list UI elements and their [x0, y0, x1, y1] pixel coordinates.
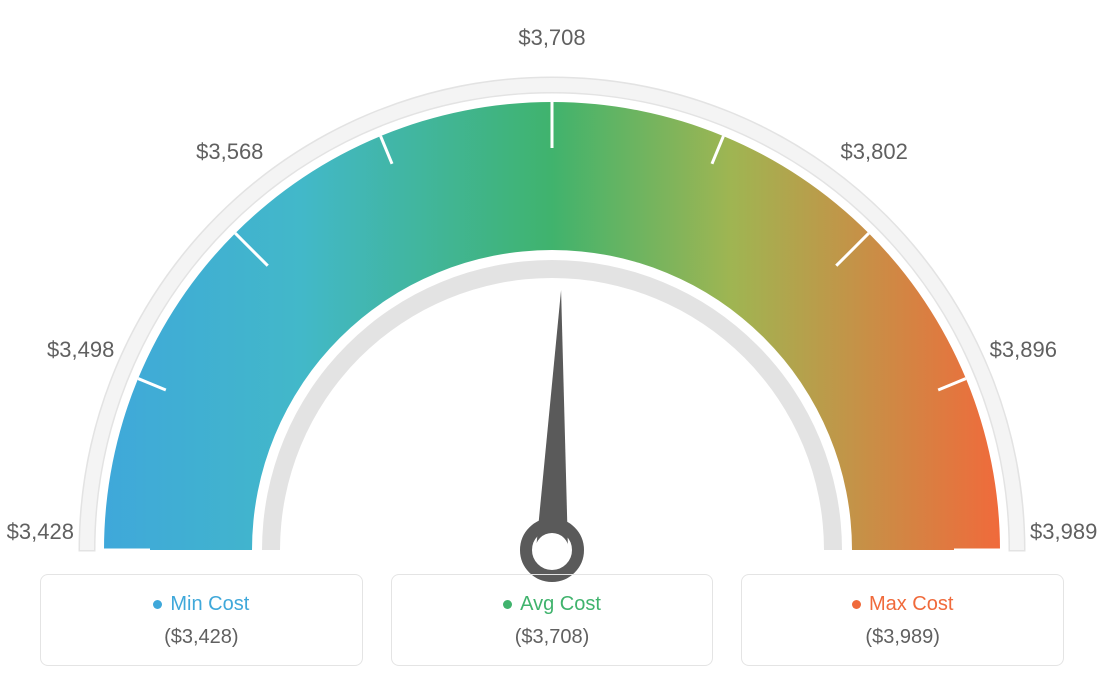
dot-icon — [153, 600, 162, 609]
legend-title-avg: Avg Cost — [402, 593, 703, 616]
legend-card-min: Min Cost ($3,428) — [40, 574, 363, 666]
dot-icon — [503, 600, 512, 609]
scale-label: $3,498 — [47, 337, 114, 363]
legend-card-avg: Avg Cost ($3,708) — [391, 574, 714, 666]
cost-gauge-container: $3,428 $3,498 $3,568 $3,708 $3,802 $3,896 $3,9… — [0, 0, 1104, 690]
legend-row: Min Cost ($3,428) Avg Cost ($3,708) Max … — [40, 574, 1064, 666]
legend-title-text: Min Cost — [170, 593, 249, 615]
legend-value-max: ($3,989) — [752, 626, 1053, 649]
legend-title-max: Max Cost — [752, 593, 1053, 616]
legend-value-avg: ($3,708) — [402, 626, 703, 649]
scale-label: $3,989 — [1030, 519, 1097, 545]
legend-value-min: ($3,428) — [51, 626, 352, 649]
gauge-chart — [0, 30, 1104, 590]
scale-label: $3,896 — [990, 337, 1057, 363]
scale-label: $3,428 — [7, 519, 74, 545]
scale-label: $3,568 — [196, 139, 263, 165]
legend-card-max: Max Cost ($3,989) — [741, 574, 1064, 666]
scale-label: $3,708 — [518, 25, 585, 51]
gauge-area: $3,428 $3,498 $3,568 $3,708 $3,802 $3,896 $3,9… — [0, 0, 1104, 560]
legend-title-min: Min Cost — [51, 593, 352, 616]
legend-title-text: Avg Cost — [520, 593, 601, 615]
scale-label: $3,802 — [841, 139, 908, 165]
legend-title-text: Max Cost — [869, 593, 953, 615]
dot-icon — [852, 600, 861, 609]
